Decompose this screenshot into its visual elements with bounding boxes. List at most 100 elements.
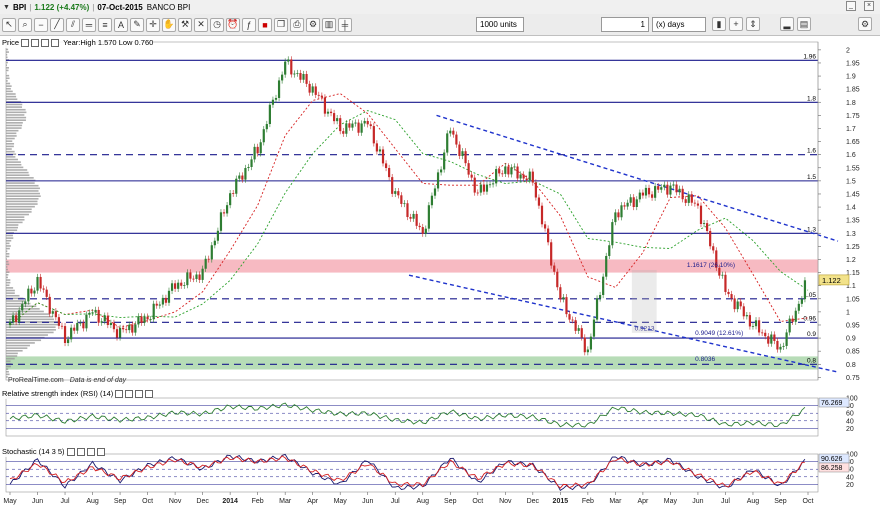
candle-body [109, 322, 112, 326]
panel-window-icon[interactable] [31, 38, 40, 47]
tools-icon[interactable]: ⚒ [178, 17, 192, 32]
candle-body [27, 288, 30, 302]
volume-profile-bar [6, 85, 12, 87]
panel-expand-icon[interactable] [21, 38, 30, 47]
panel-config-icon[interactable] [135, 389, 144, 398]
zoom-out-icon[interactable]: − [34, 17, 48, 32]
volume-profile-bar [6, 198, 39, 200]
panel-window-icon[interactable] [76, 447, 85, 456]
candle-body [36, 276, 39, 291]
stoch-tick-label: 20 [846, 482, 854, 489]
bars-icon[interactable]: ▥ [322, 17, 336, 32]
close-button[interactable]: × [864, 1, 874, 11]
indicator-icon[interactable]: ƒ [242, 17, 256, 32]
volume-profile-bar [6, 268, 8, 271]
candle-body [381, 149, 385, 164]
candle-body [412, 213, 415, 219]
volume-profile-bar [6, 82, 11, 85]
candle-body [788, 318, 791, 333]
zoom-icon[interactable]: ⌕ [18, 17, 32, 32]
candle-body [48, 296, 51, 314]
candle-body [177, 282, 180, 289]
volume-profile-bar [6, 373, 10, 376]
panel-close-icon[interactable] [145, 389, 154, 398]
rsi-last-marker [818, 397, 850, 408]
candle-body [45, 289, 48, 297]
time-tick-label: Aug [86, 498, 99, 505]
symbol-dropdown-icon[interactable]: ▼ [3, 3, 10, 11]
candle-body [287, 59, 290, 62]
panel-config-icon[interactable] [86, 447, 95, 456]
candle-body [238, 175, 241, 179]
candle-body [134, 324, 137, 333]
window-icon[interactable]: ❐ [274, 17, 288, 32]
hand-icon[interactable]: ✋ [162, 17, 176, 32]
red-marker-icon[interactable]: ■ [258, 17, 272, 32]
alarm-icon[interactable]: ⏰ [226, 17, 240, 32]
panel-expand-icon[interactable] [115, 389, 124, 398]
line-icon[interactable]: ╱ [50, 17, 64, 32]
price-tick-label: 1 [846, 309, 850, 316]
units-select[interactable]: 1000 units [476, 17, 524, 32]
chart-type-icon[interactable]: ▮ [712, 17, 726, 31]
candle-body [473, 177, 476, 193]
minimize-button[interactable]: _ [846, 1, 856, 11]
panel-config-icon[interactable] [41, 38, 50, 47]
volume-icon[interactable]: ▂ [780, 17, 794, 31]
annotations: 1.1617 (26.10%) 0.9213 0.9049 (12.61%) 0.80… [631, 262, 743, 363]
candle-icon[interactable]: ╪ [338, 17, 352, 32]
candle-body [24, 301, 27, 305]
scale-icon[interactable]: ⇕ [746, 17, 760, 31]
candle-body [602, 276, 605, 296]
crosshair-icon[interactable]: ✛ [146, 17, 160, 32]
options-icon[interactable]: ⚙ [858, 17, 872, 31]
add-indicator-icon[interactable]: + [729, 17, 743, 31]
pencil-icon[interactable]: ✎ [130, 17, 144, 32]
candle-body [580, 328, 583, 338]
time-tick-label: Oct [472, 498, 483, 505]
fibonacci-icon[interactable]: ≡ [98, 17, 112, 32]
candle-body [449, 130, 452, 134]
candle-body [131, 324, 134, 333]
symbol-label[interactable]: BPI [12, 2, 27, 12]
panel-close-icon[interactable] [51, 38, 60, 47]
stoch-tick-label: 60 [846, 467, 854, 474]
candle-body [537, 197, 541, 206]
candle-body [207, 258, 210, 260]
candle-body [164, 297, 168, 303]
panel-window-icon[interactable] [125, 389, 134, 398]
horizontal-level-label: 1.3 [807, 226, 816, 233]
volume-profile-bar [6, 368, 9, 370]
horizontal-level-label: 0.8 [807, 357, 816, 364]
horizontal-line-icon[interactable]: ═ [82, 17, 96, 32]
text-tool-icon[interactable]: A [114, 17, 128, 32]
candle-body [247, 166, 250, 169]
layout-icon[interactable]: ▤ [797, 17, 811, 31]
candle-body [430, 195, 434, 206]
candle-body [384, 163, 388, 169]
price-panel-header: Price Year:High 1.570 Low 0.760 [2, 37, 154, 48]
rsi-frame [5, 397, 819, 437]
candle-body [702, 223, 706, 224]
panel-close-icon[interactable] [96, 447, 105, 456]
print-icon[interactable]: ⎙ [290, 17, 304, 32]
candle-body [693, 202, 696, 204]
candle-body [155, 303, 158, 306]
chart-area[interactable]: 1.96 1.8 1.6 1.5 1.3 1.05 0.96 0.9 0.8 1.1617 (2… [0, 36, 880, 532]
period-unit-select[interactable]: (x) days [652, 17, 706, 32]
candle-body [657, 186, 660, 190]
volume-profile-bar [6, 334, 48, 336]
trend-channel-icon[interactable]: ⫽ [66, 17, 80, 32]
volume-profile-bar [6, 119, 26, 122]
cursor-icon[interactable]: ↖ [2, 17, 16, 32]
rsi-panel-label: Relative strength index (RSI) (14) [2, 389, 114, 398]
horizontal-level-label: 0.9 [807, 331, 816, 338]
period-input[interactable]: 1 [601, 17, 649, 32]
settings-icon[interactable]: ⚙ [306, 17, 320, 32]
candle-body [436, 172, 440, 189]
candle-body [51, 311, 54, 314]
panel-expand-icon[interactable] [66, 447, 75, 456]
delete-icon[interactable]: ✕ [194, 17, 208, 32]
candle-body [623, 205, 626, 207]
clock-icon[interactable]: ◷ [210, 17, 224, 32]
